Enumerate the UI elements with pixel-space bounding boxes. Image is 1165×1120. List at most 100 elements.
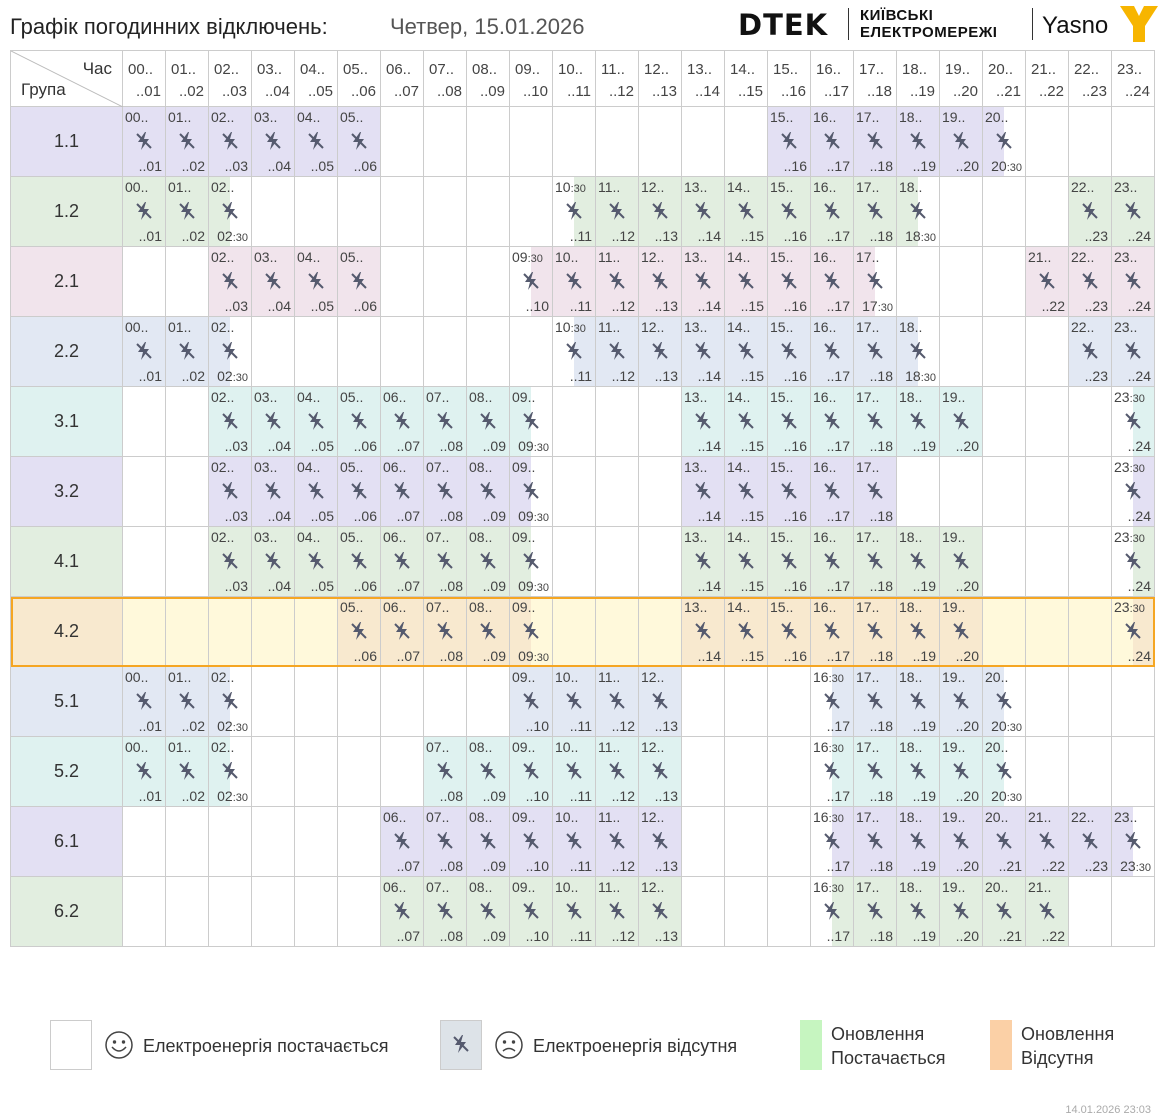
- outage-end: ..12: [611, 298, 635, 314]
- power-off-icon: [652, 831, 668, 850]
- outage-end: ..16: [783, 578, 807, 594]
- schedule-cell: [123, 807, 166, 877]
- schedule-cell: 09.. 09:30: [510, 597, 553, 667]
- outage-end: ..15: [740, 438, 764, 454]
- power-off-icon: [523, 481, 539, 500]
- power-off-icon: [867, 551, 883, 570]
- outage-end: ..24: [1127, 578, 1151, 594]
- hour-start: 14..: [730, 61, 756, 78]
- schedule-cell: 02.. 02:30: [209, 177, 252, 247]
- outage-start: 16..: [813, 459, 837, 475]
- outage-end: 02:30: [217, 788, 248, 804]
- power-off-icon: [1125, 271, 1141, 290]
- schedule-cell: 04.. ..05: [295, 387, 338, 457]
- schedule-cell: [467, 667, 510, 737]
- happy-face-icon: [105, 1031, 133, 1059]
- legend-on-label: Електроенергія постачається: [143, 1036, 389, 1056]
- outage-end: 09:30: [518, 508, 549, 524]
- outage-end: ..09: [482, 578, 506, 594]
- hour-start: 19..: [945, 61, 971, 78]
- power-off-icon: [222, 131, 238, 150]
- schedule-cell: [682, 807, 725, 877]
- power-off-icon: [910, 551, 926, 570]
- schedule-cell: 13.. ..14: [682, 387, 725, 457]
- outage-end: ..23: [1084, 858, 1108, 874]
- outage-start: 16..: [813, 529, 837, 545]
- schedule-cell: [252, 597, 295, 667]
- hour-header: 10.. ..11: [553, 51, 596, 107]
- schedule-cell: 22.. ..23: [1069, 807, 1112, 877]
- power-off-icon: [566, 831, 582, 850]
- schedule-cell: 14.. ..15: [725, 527, 768, 597]
- power-off-icon: [308, 411, 324, 430]
- power-off-icon: [308, 271, 324, 290]
- hour-header: 11.. ..12: [596, 51, 639, 107]
- outage-start: 14..: [727, 319, 751, 335]
- hour-end: ..18: [866, 83, 892, 100]
- schedule-cell: [940, 177, 983, 247]
- hour-header: 15.. ..16: [768, 51, 811, 107]
- outage-end: ..17: [826, 928, 850, 944]
- schedule-cell: [123, 247, 166, 317]
- power-off-icon: [910, 761, 926, 780]
- hour-start: 03..: [257, 61, 283, 78]
- schedule-cell: [596, 527, 639, 597]
- outage-start: 15..: [770, 599, 794, 615]
- outage-start: 08..: [469, 739, 493, 755]
- schedule-cell: [424, 107, 467, 177]
- schedule-cell: 23:30 ..24: [1112, 597, 1155, 667]
- outage-end: ..14: [697, 298, 721, 314]
- power-off-icon: [136, 761, 152, 780]
- outage-start: 01..: [168, 739, 192, 755]
- power-off-icon: [179, 691, 195, 710]
- outage-start: 03..: [254, 389, 278, 405]
- outage-start: 15..: [770, 389, 794, 405]
- hour-start: 06..: [386, 61, 412, 78]
- outage-start: 06..: [383, 879, 407, 895]
- outage-start: 18..: [899, 529, 923, 545]
- outage-end: ..11: [569, 788, 592, 804]
- schedule-cell: 00.. ..01: [123, 177, 166, 247]
- schedule-cell: 00.. ..01: [123, 737, 166, 807]
- outage-end: ..21: [998, 858, 1022, 874]
- power-off-icon: [781, 551, 797, 570]
- outage-end: ..19: [912, 158, 936, 174]
- power-off-icon: [738, 271, 754, 290]
- power-off-icon: [523, 691, 539, 710]
- schedule-cell: [295, 737, 338, 807]
- hour-start: 22..: [1074, 61, 1100, 78]
- outage-start: 04..: [297, 459, 321, 475]
- power-off-icon: [523, 271, 539, 290]
- schedule-cell: [768, 667, 811, 737]
- hour-end: ..17: [823, 83, 849, 100]
- outage-start: 08..: [469, 879, 493, 895]
- schedule-cell: 09.. ..10: [510, 877, 553, 947]
- outage-end: ..14: [697, 228, 721, 244]
- schedule-cell: 07.. ..08: [424, 597, 467, 667]
- hour-end: ..24: [1124, 83, 1150, 100]
- schedule-cell: 07.. ..08: [424, 877, 467, 947]
- schedule-cell: [725, 737, 768, 807]
- schedule-cell: [209, 877, 252, 947]
- schedule-cell: 14.. ..15: [725, 177, 768, 247]
- outage-start: 11..: [598, 179, 621, 195]
- hour-start: 15..: [773, 61, 799, 78]
- schedule-cell: [209, 597, 252, 667]
- outage-end: ..17: [826, 858, 850, 874]
- outage-end: ..05: [310, 158, 334, 174]
- power-off-icon: [609, 271, 625, 290]
- outage-end: ..01: [138, 718, 162, 734]
- schedule-cell: 17.. ..18: [854, 877, 897, 947]
- schedule-cell: [381, 667, 424, 737]
- power-off-icon: [1125, 411, 1141, 430]
- power-off-icon: [910, 341, 926, 360]
- schedule-cell: [682, 667, 725, 737]
- outage-end: 18:30: [905, 228, 936, 244]
- outage-end: ..14: [697, 438, 721, 454]
- outage-start: 18..: [899, 109, 923, 125]
- schedule-date: Четвер, 15.01.2026: [390, 14, 585, 39]
- outage-end: 02:30: [217, 718, 248, 734]
- outage-start: 07..: [426, 389, 450, 405]
- schedule-cell: 00.. ..01: [123, 667, 166, 737]
- legend-update-off-line1: Оновлення: [1021, 1024, 1115, 1044]
